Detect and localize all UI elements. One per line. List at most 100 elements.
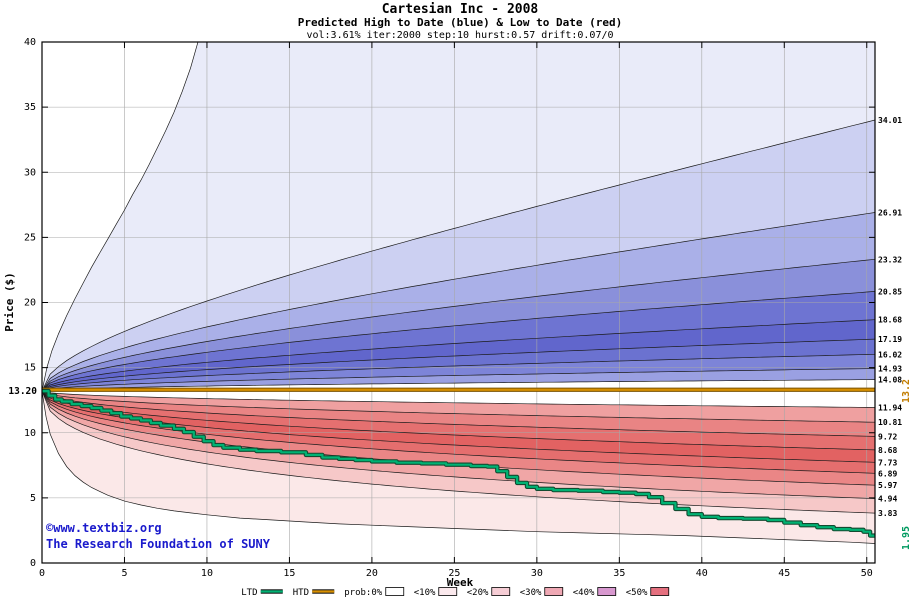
contour-value-label: 5.97 xyxy=(878,481,897,490)
contour-value-label: 26.91 xyxy=(878,208,902,217)
start-price-label: 13.20 xyxy=(8,386,37,397)
contour-line xyxy=(42,258,875,392)
contour-line xyxy=(42,291,875,392)
high-probability-band xyxy=(42,120,875,392)
plot-frame xyxy=(41,41,876,564)
legend-swatch-box xyxy=(385,587,405,596)
contour-line xyxy=(42,390,875,463)
data-series xyxy=(42,387,875,538)
htd-right-label: 13.2 xyxy=(901,379,912,403)
probability-contour-lines xyxy=(42,42,875,544)
x-tick-label: 25 xyxy=(448,568,460,579)
x-tick-label: 45 xyxy=(778,568,790,579)
x-tick-label: 10 xyxy=(201,568,213,579)
contour-value-label: 9.72 xyxy=(878,432,897,441)
contour-value-label: 18.68 xyxy=(878,316,902,325)
x-tick-label: 5 xyxy=(121,568,127,579)
x-tick-label: 50 xyxy=(861,568,873,579)
contour-line xyxy=(42,390,875,500)
y-tick-label: 25 xyxy=(24,232,36,243)
high-probability-band xyxy=(42,291,875,392)
low-probability-band xyxy=(42,391,875,463)
upper-envelope-line xyxy=(42,42,199,392)
y-tick-label: 10 xyxy=(24,428,36,439)
legend-label: <10% xyxy=(414,588,436,598)
low-probability-band xyxy=(42,391,875,474)
contour-line xyxy=(42,379,875,392)
legend-label: <40% xyxy=(573,588,595,598)
watermark-line2: The Research Foundation of SUNY xyxy=(46,537,271,551)
watermark-line1: ©www.textbiz.org xyxy=(46,521,162,535)
x-tick-label: 15 xyxy=(283,568,295,579)
contour-value-label: 4.94 xyxy=(878,495,897,504)
legend-label: <30% xyxy=(520,588,542,598)
legend-label: HTD xyxy=(293,588,309,598)
contour-value-label: 20.85 xyxy=(878,287,902,296)
contour-line xyxy=(42,368,875,392)
contour-line xyxy=(42,390,875,451)
y-tick-label: 0 xyxy=(30,558,36,569)
low-probability-band xyxy=(42,391,875,514)
contour-value-label: 3.83 xyxy=(878,509,897,518)
y-tick-label: 30 xyxy=(24,167,36,178)
x-tick-label: 30 xyxy=(531,568,543,579)
y-tick-label: 20 xyxy=(24,298,36,309)
legend-swatch-box xyxy=(544,587,564,596)
contour-line xyxy=(42,319,875,392)
legend-label: <50% xyxy=(626,588,648,598)
high-probability-band xyxy=(42,42,875,392)
y-tick-label: 15 xyxy=(24,363,36,374)
low-probability-band xyxy=(42,391,875,544)
price-axis-label: Price ($) xyxy=(3,272,16,332)
contour-line xyxy=(42,390,875,474)
contour-line xyxy=(42,353,875,392)
x-tick-label: 20 xyxy=(366,568,378,579)
high-probability-band xyxy=(42,368,875,392)
x-tick-label: 40 xyxy=(696,568,708,579)
legend-label: prob:0% xyxy=(344,588,383,598)
contour-value-label: 10.81 xyxy=(878,418,902,427)
contour-line xyxy=(42,390,875,514)
y-tick-label: 35 xyxy=(24,102,36,113)
generated-labels: 14.08 14.93 16.02 17.19 18.68 20.85 23.32 26.91… xyxy=(24,37,902,579)
legend: LTD HTD prob:0% <10% <20% <30% <40% <50% xyxy=(241,587,670,598)
contour-value-label: 7.73 xyxy=(878,458,897,467)
high-probability-band xyxy=(42,319,875,392)
contour-value-label: 34.01 xyxy=(878,116,902,125)
x-tick-label: 35 xyxy=(613,568,625,579)
contour-value-label: 17.19 xyxy=(878,335,902,344)
y-tick-label: 40 xyxy=(24,37,36,48)
x-tick-label: 0 xyxy=(39,568,45,579)
contour-value-label: 14.08 xyxy=(878,376,902,385)
legend-swatch-box xyxy=(491,587,511,596)
ltd-line xyxy=(42,390,875,538)
legend-swatch-box xyxy=(597,587,617,596)
contour-line xyxy=(42,390,875,437)
high-probability-band xyxy=(42,212,875,392)
high-probability-band xyxy=(42,354,875,392)
contour-value-label: 23.32 xyxy=(878,255,902,264)
contour-line xyxy=(42,390,875,408)
y-tick-label: 5 xyxy=(30,493,36,504)
contour-value-label: 16.02 xyxy=(878,350,902,359)
high-probability-band xyxy=(42,339,875,392)
contour-value-label: 8.68 xyxy=(878,446,897,455)
legend-swatch-box xyxy=(438,587,458,596)
contour-line xyxy=(42,338,875,392)
low-probability-band xyxy=(42,391,875,450)
chart-parameters: vol:3.61% iter:2000 step:10 hurst:0.57 d… xyxy=(306,30,613,41)
ltd-right-label: 1.95 xyxy=(901,526,912,550)
contour-line xyxy=(42,390,875,423)
contour-value-label: 6.89 xyxy=(878,469,897,478)
low-probability-band xyxy=(42,391,875,486)
week-axis-label: Week xyxy=(447,576,474,589)
contour-value-label: 14.93 xyxy=(878,365,902,374)
chart-subtitle: Predicted High to Date (blue) & Low to D… xyxy=(298,16,623,29)
chart-title: Cartesian Inc - 2008 xyxy=(382,2,539,17)
contour-line xyxy=(42,212,875,392)
contour-line xyxy=(42,119,875,392)
probability-bands xyxy=(42,42,875,544)
legend-label: <20% xyxy=(467,588,489,598)
